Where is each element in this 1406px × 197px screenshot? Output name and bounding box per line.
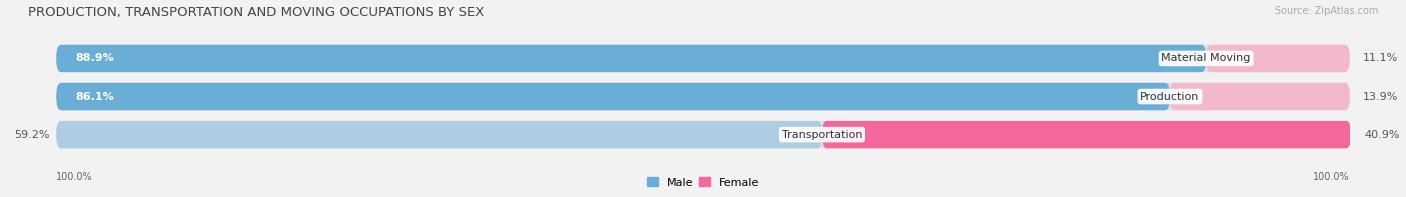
Text: Production: Production bbox=[1140, 92, 1199, 101]
FancyBboxPatch shape bbox=[56, 121, 1350, 148]
Text: 100.0%: 100.0% bbox=[1313, 172, 1350, 182]
FancyBboxPatch shape bbox=[56, 83, 1170, 110]
FancyBboxPatch shape bbox=[1206, 45, 1350, 72]
Legend: Male, Female: Male, Female bbox=[647, 177, 759, 188]
FancyBboxPatch shape bbox=[56, 83, 1350, 110]
FancyBboxPatch shape bbox=[56, 45, 1350, 72]
Text: 59.2%: 59.2% bbox=[14, 130, 49, 140]
Text: 88.9%: 88.9% bbox=[76, 53, 114, 63]
FancyBboxPatch shape bbox=[56, 121, 823, 148]
Text: 40.9%: 40.9% bbox=[1364, 130, 1399, 140]
Text: 11.1%: 11.1% bbox=[1362, 53, 1398, 63]
FancyBboxPatch shape bbox=[56, 45, 1206, 72]
FancyBboxPatch shape bbox=[1170, 83, 1350, 110]
FancyBboxPatch shape bbox=[823, 121, 1351, 148]
Text: PRODUCTION, TRANSPORTATION AND MOVING OCCUPATIONS BY SEX: PRODUCTION, TRANSPORTATION AND MOVING OC… bbox=[28, 6, 485, 19]
Text: Source: ZipAtlas.com: Source: ZipAtlas.com bbox=[1274, 6, 1378, 16]
Text: 100.0%: 100.0% bbox=[56, 172, 93, 182]
Text: Material Moving: Material Moving bbox=[1161, 53, 1251, 63]
Text: Transportation: Transportation bbox=[782, 130, 862, 140]
Text: 13.9%: 13.9% bbox=[1362, 92, 1398, 101]
Text: 86.1%: 86.1% bbox=[76, 92, 114, 101]
